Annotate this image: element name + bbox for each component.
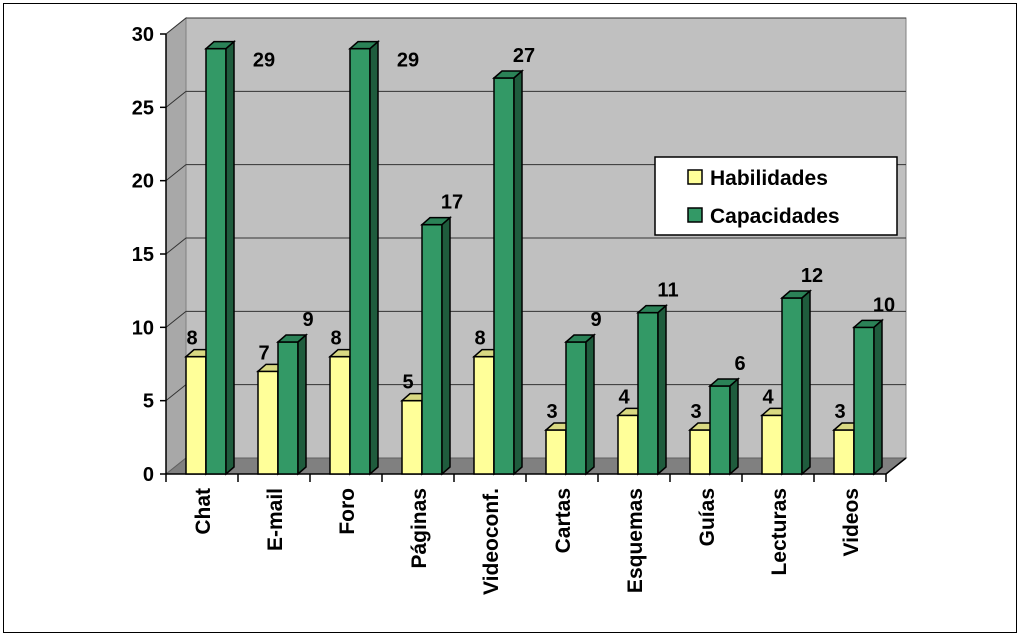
bar-capacidades	[205, 47, 227, 475]
y-tick-label: 10	[132, 317, 154, 339]
bar-habilidades	[617, 414, 639, 475]
data-label: 8	[474, 328, 485, 350]
legend-swatch-capacidades	[687, 207, 703, 223]
bar-habilidades	[761, 414, 783, 475]
data-label: 29	[397, 50, 419, 72]
data-label: 3	[546, 401, 557, 423]
legend-label-capacidades: Capacidades	[710, 205, 840, 228]
bar-capacidades	[709, 385, 731, 475]
y-tick-label: 30	[132, 24, 154, 46]
category-label: Esquemas	[624, 488, 647, 593]
bar-habilidades	[473, 355, 495, 475]
bar-side-capacidades	[873, 318, 883, 476]
bar-side-capacidades	[297, 333, 307, 476]
y-tick-label: 25	[132, 97, 154, 119]
bar-capacidades	[853, 326, 875, 475]
bar-side-capacidades	[225, 40, 235, 476]
category-label: Páginas	[408, 488, 431, 569]
y-tick-label: 5	[143, 391, 154, 413]
data-label: 8	[330, 328, 341, 350]
bar-capacidades	[637, 311, 659, 475]
data-label: 9	[590, 309, 601, 331]
category-label: Foro	[336, 488, 359, 535]
data-label: 12	[801, 265, 823, 287]
data-label: 29	[253, 50, 275, 72]
y-tick-label: 0	[143, 464, 154, 486]
bar-side-capacidades	[585, 333, 595, 476]
data-label: 6	[734, 353, 745, 375]
legend: Habilidades Capacidades	[654, 156, 898, 236]
bar-habilidades	[401, 399, 423, 475]
data-label: 7	[258, 342, 269, 364]
data-label: 4	[762, 386, 774, 408]
bar-capacidades	[565, 341, 587, 475]
data-label: 17	[441, 192, 463, 214]
bar-side-capacidades	[657, 304, 667, 476]
bar-side-capacidades	[513, 69, 523, 476]
bar-habilidades	[185, 355, 207, 475]
data-label: 11	[657, 280, 678, 302]
category-label: Cartas	[552, 488, 575, 553]
gridline	[165, 17, 906, 35]
legend-label-habilidades: Habilidades	[710, 167, 828, 190]
bar-habilidades	[329, 355, 351, 475]
bar-capacidades	[277, 341, 299, 475]
category-label: Lecturas	[768, 488, 791, 576]
bar-habilidades	[833, 429, 855, 475]
bar-side-capacidades	[441, 216, 451, 476]
data-label: 3	[834, 401, 845, 423]
gridline	[165, 237, 906, 255]
data-label: 3	[690, 401, 701, 423]
category-label: Videoconf.	[480, 488, 503, 595]
category-label: E-mail	[264, 488, 287, 551]
y-tick-label: 15	[132, 244, 154, 266]
bar-side-capacidades	[729, 377, 739, 476]
bar-capacidades	[421, 223, 443, 475]
legend-swatch-habilidades	[687, 169, 703, 185]
axes: 0 5 10 15 20 25 30	[132, 24, 907, 486]
category-label: Chat	[192, 488, 215, 535]
bar-capacidades	[493, 77, 515, 475]
bar-capacidades	[349, 47, 371, 475]
x-axis-depth	[885, 457, 907, 475]
category-labels: Chat E-mail Foro Páginas Videoconf. Cartas Esq…	[192, 488, 863, 595]
data-label: 8	[186, 328, 197, 350]
bar-habilidades	[545, 429, 567, 475]
gridline	[165, 90, 906, 108]
category-label: Videos	[840, 488, 863, 556]
bar-side-capacidades	[369, 40, 379, 476]
data-label: 9	[302, 309, 313, 331]
bar-habilidades	[689, 429, 711, 475]
bar-habilidades	[257, 370, 279, 475]
bars	[184, 40, 884, 476]
y-tick-label: 20	[132, 171, 154, 193]
bar-side-capacidades	[801, 289, 811, 476]
data-label: 5	[402, 372, 413, 394]
data-label: 27	[513, 45, 535, 67]
category-label: Guías	[696, 488, 719, 546]
data-label: 10	[873, 294, 895, 316]
data-label: 4	[618, 386, 630, 408]
bar-capacidades	[781, 297, 803, 475]
